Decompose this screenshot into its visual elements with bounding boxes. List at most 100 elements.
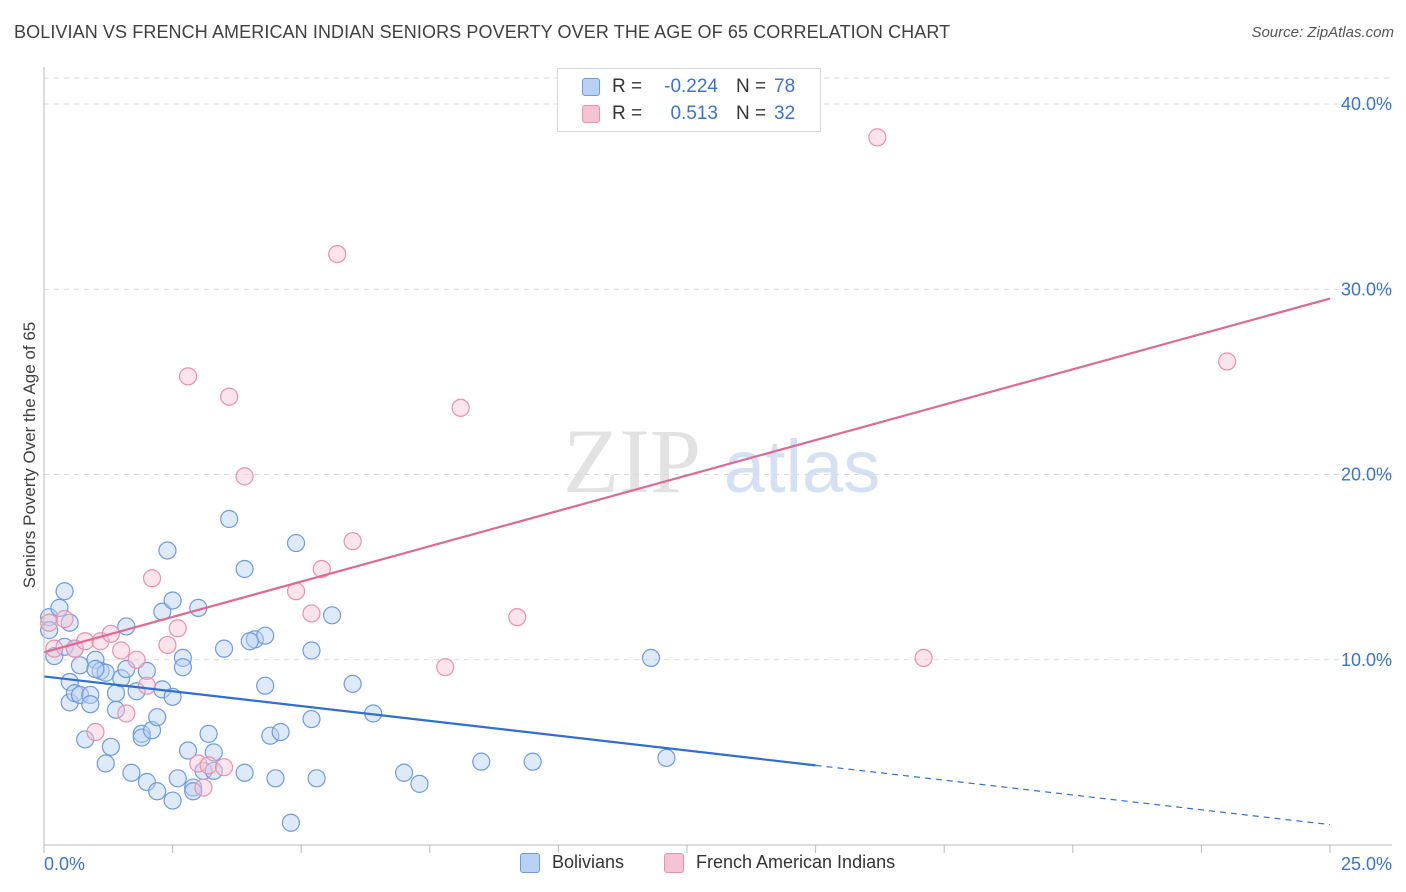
- point-bolivians: [163, 591, 182, 610]
- point-french-american-indians: [117, 704, 136, 723]
- series-name-french-american-indians: French American Indians: [696, 852, 896, 872]
- point-bolivians: [220, 509, 239, 529]
- point-bolivians: [163, 791, 182, 810]
- point-french-american-indians: [235, 467, 254, 486]
- point-bolivians: [60, 693, 79, 712]
- point-french-american-indians: [302, 604, 321, 623]
- y-tick-label: 10.0%: [1341, 650, 1392, 670]
- point-bolivians: [112, 669, 131, 688]
- point-bolivians: [168, 769, 187, 788]
- point-bolivians: [117, 659, 136, 679]
- source-label: Source: ZipAtlas.com: [1251, 24, 1394, 41]
- point-bolivians: [657, 748, 676, 768]
- point-bolivians: [70, 656, 90, 675]
- point-bolivians: [76, 730, 95, 749]
- point-french-american-indians: [86, 722, 105, 742]
- point-french-american-indians: [508, 608, 527, 627]
- point-french-american-indians: [914, 648, 933, 668]
- y-axis-tick-labels: 10.0% 20.0% 30.0% 40.0%: [1341, 94, 1392, 670]
- point-bolivians: [50, 598, 69, 617]
- point-bolivians: [70, 685, 90, 705]
- point-bolivians: [199, 724, 218, 743]
- point-bolivians: [271, 722, 290, 742]
- point-french-american-indians: [112, 641, 131, 660]
- point-bolivians: [266, 769, 285, 788]
- point-bolivians: [343, 674, 362, 693]
- point-bolivians: [96, 754, 115, 773]
- legend-r-label: R =: [612, 103, 643, 124]
- trend-lines: [43, 297, 1331, 826]
- point-bolivians: [302, 709, 321, 729]
- point-bolivians: [256, 626, 275, 645]
- legend-r-value: -0.224: [664, 76, 718, 97]
- trend-line-french-american-indians: [43, 297, 1331, 654]
- series-legend-item-french-american-indians: French American Indians: [664, 852, 895, 873]
- point-bolivians: [307, 769, 326, 788]
- point-french-american-indians: [868, 128, 887, 147]
- chart-title: BOLIVIAN VS FRENCH AMERICAN INDIAN SENIO…: [14, 22, 951, 42]
- y-tick-label: 20.0%: [1341, 465, 1392, 485]
- watermark-zip: ZIP: [563, 410, 701, 512]
- series-name-bolivians: Bolivians: [552, 852, 625, 872]
- point-french-american-indians: [40, 613, 59, 632]
- point-bolivians: [86, 659, 105, 679]
- x-tick-label-max: 25.0%: [1341, 854, 1392, 874]
- point-bolivians: [137, 772, 156, 792]
- point-bolivians: [302, 641, 321, 660]
- point-bolivians: [523, 752, 542, 771]
- legend-r-value: 0.513: [670, 103, 718, 124]
- trend-line-bolivians-extrapolated: [815, 764, 1331, 826]
- legend-n-label: N =: [736, 76, 767, 97]
- legend-row-bolivians: R = -0.224 N = 78: [582, 75, 795, 99]
- legend-r-label: R =: [612, 76, 643, 97]
- point-bolivians: [148, 708, 167, 727]
- point-bolivians: [60, 672, 79, 692]
- y-tick-label: 30.0%: [1341, 279, 1392, 299]
- point-french-american-indians: [158, 635, 177, 655]
- point-french-american-indians: [194, 778, 213, 797]
- point-bolivians: [286, 533, 306, 553]
- point-bolivians: [158, 541, 177, 560]
- legend-n-label: N =: [736, 103, 767, 124]
- x-axis-ticks: [43, 845, 1331, 853]
- point-bolivians: [173, 658, 192, 677]
- point-bolivians: [240, 632, 259, 651]
- point-bolivians: [322, 606, 342, 625]
- point-french-american-indians: [220, 387, 239, 406]
- series-legend-item-bolivians: Bolivians: [520, 852, 624, 873]
- point-french-american-indians: [312, 559, 331, 579]
- point-bolivians: [40, 621, 59, 640]
- point-bolivians: [86, 650, 105, 669]
- trend-line-bolivians: [43, 675, 816, 767]
- point-bolivians: [394, 763, 414, 782]
- point-bolivians: [40, 608, 59, 627]
- point-french-american-indians: [127, 650, 146, 669]
- legend-swatch-bolivians: [582, 78, 600, 96]
- point-bolivians: [122, 763, 141, 782]
- point-french-american-indians: [436, 658, 455, 677]
- point-french-american-indians: [142, 569, 162, 588]
- point-french-american-indians: [328, 244, 347, 264]
- legend-swatch-french-american-indians: [582, 105, 600, 123]
- point-french-american-indians: [178, 367, 198, 386]
- point-bolivians: [178, 741, 198, 760]
- series-legend: Bolivians French American Indians: [0, 852, 1406, 876]
- point-bolivians: [472, 752, 491, 771]
- legend-n-value: 32: [774, 103, 796, 124]
- point-bolivians: [641, 648, 661, 668]
- point-french-american-indians: [451, 398, 470, 417]
- point-french-american-indians: [55, 609, 74, 629]
- point-bolivians: [281, 813, 301, 832]
- point-french-american-indians: [199, 756, 218, 775]
- point-bolivians: [132, 728, 151, 747]
- legend-n-value: 78: [774, 76, 796, 97]
- point-bolivians: [81, 695, 100, 714]
- point-bolivians: [256, 676, 275, 695]
- point-bolivians: [55, 582, 74, 601]
- point-bolivians: [81, 685, 100, 705]
- y-tick-label: 40.0%: [1341, 94, 1392, 114]
- point-french-american-indians: [137, 676, 156, 695]
- legend-row-french-american-indians: R = 0.513 N = 32: [582, 102, 795, 126]
- point-bolivians: [137, 661, 156, 680]
- watermark-atlas: atlas: [724, 425, 880, 508]
